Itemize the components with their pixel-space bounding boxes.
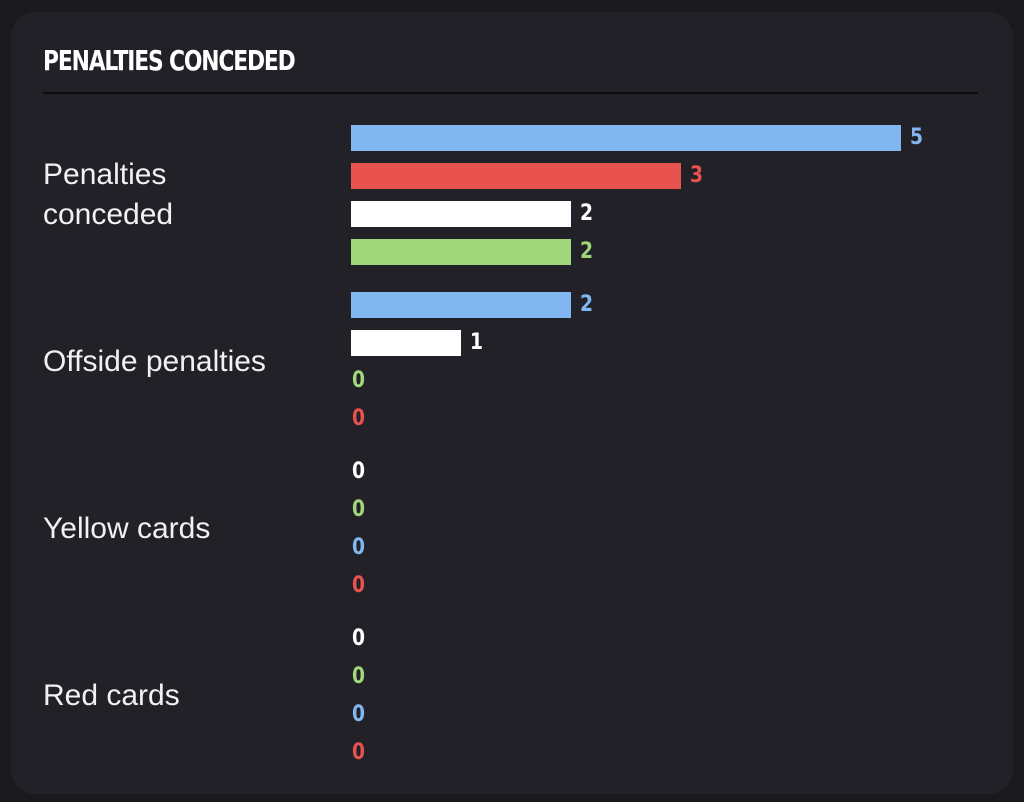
bar-value-label: 0 xyxy=(352,406,366,431)
bar-value-label: 1 xyxy=(470,330,484,355)
bar-value-label: 0 xyxy=(352,535,366,560)
bar-value-label: 0 xyxy=(352,664,366,689)
bar xyxy=(351,330,461,356)
card-title: PENALTIES CONCEDED xyxy=(43,44,296,77)
bar-value-label: 2 xyxy=(580,292,594,317)
bar-value-label: 2 xyxy=(580,239,594,264)
bar-value-label: 0 xyxy=(352,626,366,651)
bar xyxy=(351,125,901,151)
bar-value-label: 5 xyxy=(910,125,924,150)
bar-value-label: 0 xyxy=(352,497,366,522)
bar-value-label: 0 xyxy=(352,740,366,765)
bar-value-label: 0 xyxy=(352,573,366,598)
bar xyxy=(351,163,681,189)
bar-value-label: 0 xyxy=(352,368,366,393)
bar-value-label: 2 xyxy=(580,201,594,226)
category-label: Offside penalties xyxy=(43,345,266,378)
bar-value-label: 3 xyxy=(690,163,704,188)
title-divider xyxy=(43,92,978,94)
penalties-card: PENALTIES CONCEDED Penalties conceded 5 3 2 2… xyxy=(11,12,1013,794)
category-label: Red cards xyxy=(43,679,180,712)
category-label: Yellow cards xyxy=(43,512,211,545)
bar-value-label: 0 xyxy=(352,702,366,727)
bar xyxy=(351,201,571,227)
bar-value-label: 0 xyxy=(352,459,366,484)
category-label: Penalties conceded xyxy=(43,158,174,231)
bar xyxy=(351,292,571,318)
bar-chart: Penalties conceded 5 3 2 2 Offside penalties 2 1… xyxy=(11,12,1013,794)
bar xyxy=(351,239,571,265)
